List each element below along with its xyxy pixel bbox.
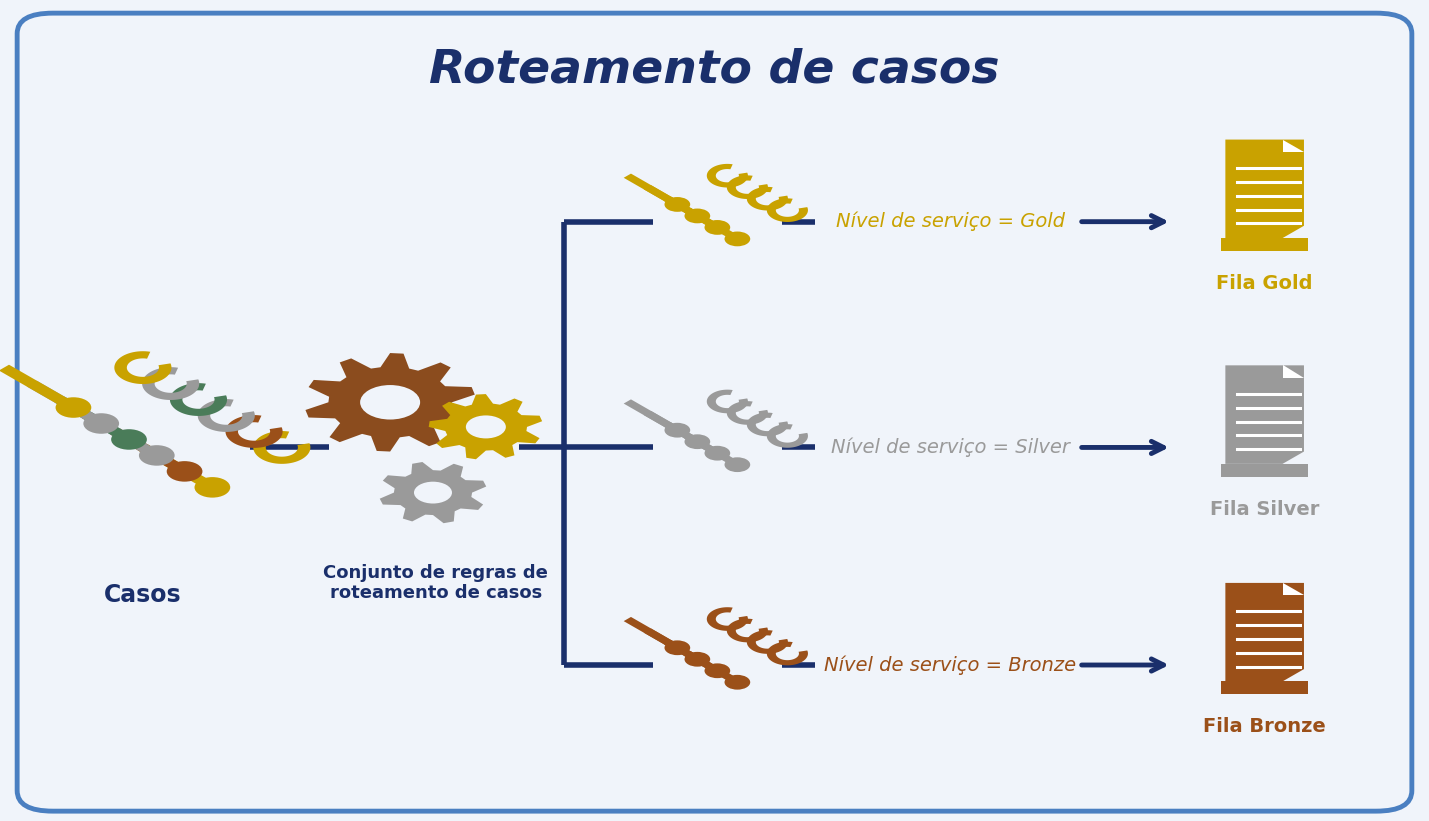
Polygon shape [623, 617, 682, 650]
Polygon shape [643, 410, 702, 444]
Polygon shape [1222, 238, 1308, 251]
Polygon shape [683, 208, 742, 241]
Polygon shape [141, 367, 199, 400]
Circle shape [684, 652, 710, 667]
Polygon shape [623, 173, 682, 207]
Circle shape [704, 446, 730, 461]
Polygon shape [137, 444, 217, 490]
Circle shape [664, 640, 690, 655]
Polygon shape [747, 631, 787, 654]
Polygon shape [83, 413, 161, 458]
Text: Fila Silver: Fila Silver [1210, 499, 1319, 519]
Polygon shape [380, 462, 486, 523]
Polygon shape [767, 424, 807, 447]
Polygon shape [643, 628, 702, 662]
Polygon shape [643, 185, 702, 218]
Polygon shape [747, 413, 787, 436]
Polygon shape [110, 429, 190, 475]
Circle shape [167, 461, 203, 482]
Circle shape [725, 675, 750, 690]
Circle shape [725, 457, 750, 472]
Circle shape [704, 663, 730, 678]
Polygon shape [683, 651, 742, 685]
Polygon shape [727, 176, 767, 199]
Polygon shape [1222, 681, 1308, 695]
Circle shape [684, 434, 710, 449]
Polygon shape [1222, 464, 1308, 477]
Polygon shape [1226, 140, 1303, 238]
Polygon shape [54, 397, 134, 443]
FancyBboxPatch shape [17, 13, 1412, 811]
Circle shape [56, 397, 91, 418]
Circle shape [664, 197, 690, 212]
Text: Nível de serviço = Gold: Nível de serviço = Gold [836, 212, 1065, 232]
Polygon shape [727, 619, 767, 642]
Polygon shape [663, 640, 722, 673]
Text: Casos: Casos [104, 583, 181, 608]
Polygon shape [114, 351, 171, 384]
Polygon shape [747, 187, 787, 210]
Polygon shape [1282, 140, 1303, 152]
Polygon shape [170, 383, 227, 416]
Polygon shape [226, 415, 283, 448]
Text: Conjunto de regras de
roteamento de casos: Conjunto de regras de roteamento de caso… [323, 563, 549, 603]
Polygon shape [27, 381, 106, 426]
Circle shape [684, 209, 710, 223]
Circle shape [466, 415, 506, 438]
Circle shape [725, 232, 750, 246]
Text: Fila Bronze: Fila Bronze [1203, 717, 1326, 736]
Polygon shape [623, 399, 682, 433]
Polygon shape [197, 399, 254, 432]
Text: Nível de serviço = Bronze: Nível de serviço = Bronze [825, 655, 1076, 675]
Text: Roteamento de casos: Roteamento de casos [429, 48, 1000, 92]
Circle shape [664, 423, 690, 438]
Polygon shape [1282, 583, 1303, 595]
Polygon shape [1226, 583, 1303, 681]
Polygon shape [0, 365, 79, 410]
Circle shape [139, 445, 174, 466]
Polygon shape [663, 196, 722, 230]
Polygon shape [767, 199, 807, 222]
Polygon shape [429, 394, 542, 459]
Polygon shape [253, 431, 310, 464]
Circle shape [111, 429, 147, 450]
Polygon shape [1226, 365, 1303, 464]
Polygon shape [707, 608, 747, 631]
Polygon shape [727, 401, 767, 424]
Circle shape [83, 413, 119, 433]
Circle shape [414, 482, 452, 503]
Polygon shape [767, 642, 807, 665]
Polygon shape [707, 164, 747, 187]
Text: Nível de serviço = Silver: Nível de serviço = Silver [830, 438, 1070, 457]
Circle shape [360, 385, 420, 420]
Polygon shape [1282, 365, 1303, 378]
Circle shape [704, 220, 730, 235]
Polygon shape [683, 433, 742, 467]
Polygon shape [707, 390, 747, 413]
Polygon shape [663, 422, 722, 456]
Circle shape [194, 477, 230, 498]
Polygon shape [306, 353, 474, 452]
Text: Fila Gold: Fila Gold [1216, 273, 1313, 293]
